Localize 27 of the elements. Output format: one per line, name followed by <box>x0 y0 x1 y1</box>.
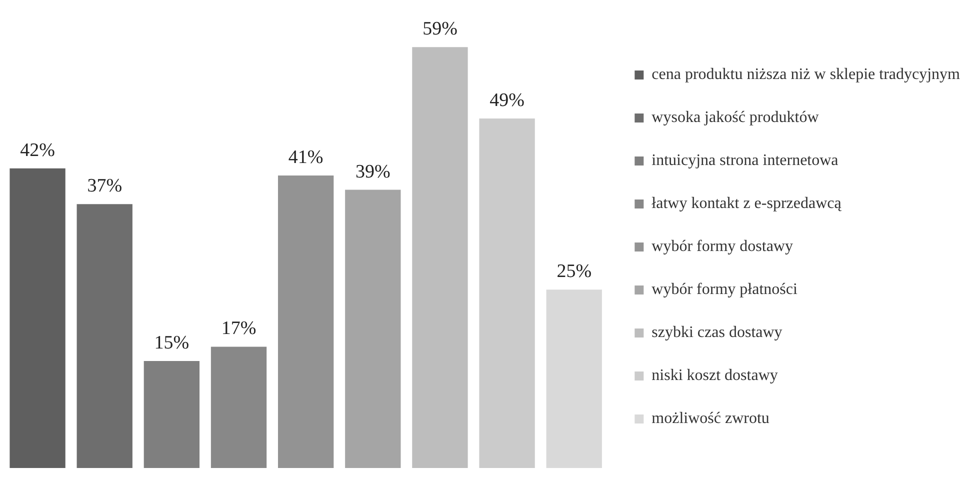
legend-label: wybór formy dostawy <box>652 238 793 256</box>
legend-label: intuicyjna strona internetowa <box>652 152 838 170</box>
bar <box>546 290 602 468</box>
data-label: 17% <box>221 318 256 340</box>
legend-label: szybki czas dostawy <box>652 324 782 342</box>
legend-label: łatwy kontakt z e-sprzedawcą <box>652 195 842 212</box>
data-label: 59% <box>422 18 458 40</box>
legend-label: cena produktu niższa niż w sklepie tradycyjnym <box>652 66 961 84</box>
data-label: 25% <box>556 261 592 282</box>
bar <box>479 118 535 468</box>
bar <box>412 47 468 468</box>
bar <box>144 361 200 468</box>
bar <box>345 190 401 468</box>
bar <box>210 346 267 468</box>
legend-label: wysoka jakość produktów <box>652 109 820 126</box>
bar <box>278 176 334 468</box>
legend-label: niski koszt dostawy <box>652 367 778 384</box>
bar <box>10 168 66 468</box>
legend-label: wybór formy płatności <box>652 281 798 298</box>
data-label: 15% <box>154 332 190 354</box>
legend-label: możliwość zwrotu <box>652 410 770 428</box>
data-label: 42% <box>20 140 56 161</box>
data-label: 39% <box>355 161 390 182</box>
data-label: 49% <box>490 90 525 111</box>
data-label: 41% <box>288 147 324 168</box>
data-label: 37% <box>87 176 122 197</box>
bar <box>76 204 132 468</box>
